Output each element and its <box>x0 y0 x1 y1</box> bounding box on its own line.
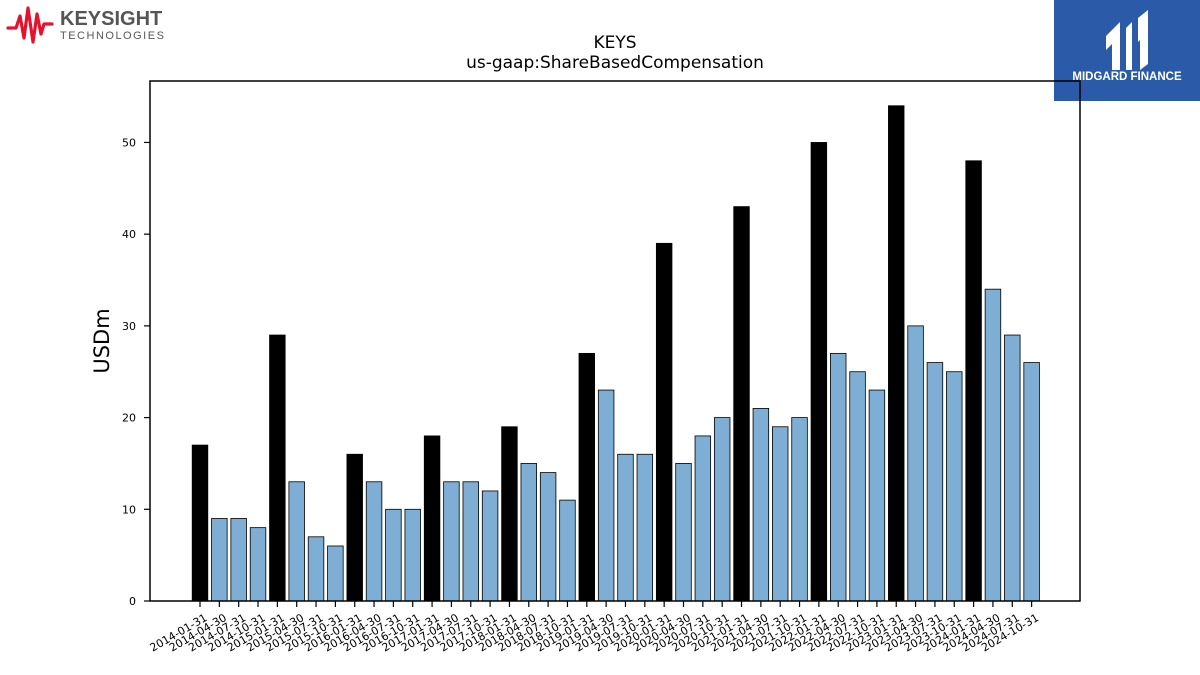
bar <box>559 499 576 602</box>
chart-title: KEYS <box>593 33 636 53</box>
y-axis-ticks: 0 10 20 30 40 50 <box>122 136 150 608</box>
waveform-logo-icon <box>6 6 54 44</box>
bar <box>365 481 383 602</box>
x-axis-ticks: 2014-01-312014-04-302014-07-312014-10-31… <box>148 601 1041 654</box>
bar <box>694 435 712 602</box>
bar <box>655 242 673 602</box>
bar <box>849 371 866 602</box>
y-tick-label: 20 <box>122 412 136 425</box>
bar <box>733 206 750 602</box>
bar-group <box>191 105 1040 602</box>
y-tick-label: 40 <box>122 228 136 241</box>
bar <box>984 288 1002 602</box>
bar <box>327 545 344 602</box>
bar <box>385 508 402 602</box>
keysight-logo: KEYSIGHT TECHNOLOGIES <box>6 6 165 44</box>
bar <box>307 536 325 602</box>
keysight-logo-sub: TECHNOLOGIES <box>60 30 165 42</box>
chart-subtitle: us-gaap:ShareBasedCompensation <box>466 53 764 73</box>
bar <box>888 105 905 602</box>
bar <box>501 426 518 602</box>
bar <box>230 518 247 602</box>
y-axis-label: USDm <box>90 308 114 373</box>
bar <box>791 417 808 602</box>
bar <box>443 481 460 602</box>
bar <box>713 417 731 602</box>
keysight-logo-name: KEYSIGHT <box>60 8 162 30</box>
bar <box>404 508 421 602</box>
bar <box>965 160 982 602</box>
y-tick-label: 50 <box>122 136 136 149</box>
bar <box>810 142 828 602</box>
bar <box>191 444 209 602</box>
y-tick-label: 0 <box>129 595 136 608</box>
bar <box>752 408 770 602</box>
bar <box>539 472 557 602</box>
bar <box>423 435 441 602</box>
bar <box>578 352 596 602</box>
midgard-logo-icon <box>1106 10 1148 70</box>
bar <box>211 518 228 602</box>
bar <box>288 481 305 602</box>
bar <box>1004 334 1021 602</box>
plot-frame <box>149 80 1081 602</box>
bar <box>946 371 963 602</box>
bar <box>597 389 615 602</box>
y-tick-label: 10 <box>122 503 136 516</box>
y-tick-label: 30 <box>122 320 136 333</box>
bar <box>249 527 267 602</box>
bar <box>907 325 924 602</box>
bar <box>772 426 789 602</box>
bar <box>617 453 634 602</box>
bar <box>520 463 537 602</box>
bar <box>269 334 286 602</box>
bar <box>675 463 692 602</box>
bar <box>868 389 886 602</box>
bar <box>926 362 944 602</box>
bar <box>830 352 847 602</box>
bar <box>636 453 654 602</box>
bar <box>462 481 479 602</box>
bar <box>481 490 499 602</box>
bar <box>1023 362 1040 602</box>
midgard-logo: MIDGARD FINANCE <box>1054 0 1200 101</box>
bar <box>346 453 363 602</box>
midgard-logo-name: MIDGARD FINANCE <box>1072 71 1182 83</box>
